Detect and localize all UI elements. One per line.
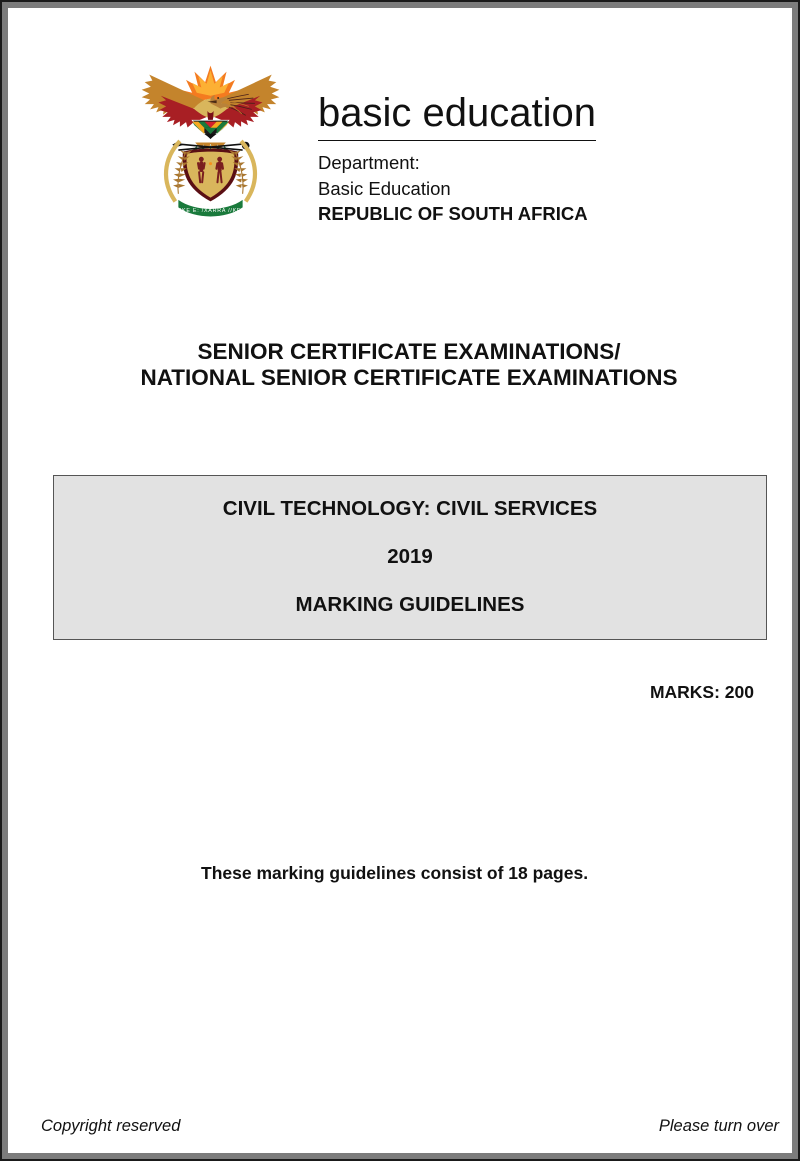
- svg-text:IKE E: /XARRA //KE: IKE E: /XARRA //KE: [180, 208, 241, 214]
